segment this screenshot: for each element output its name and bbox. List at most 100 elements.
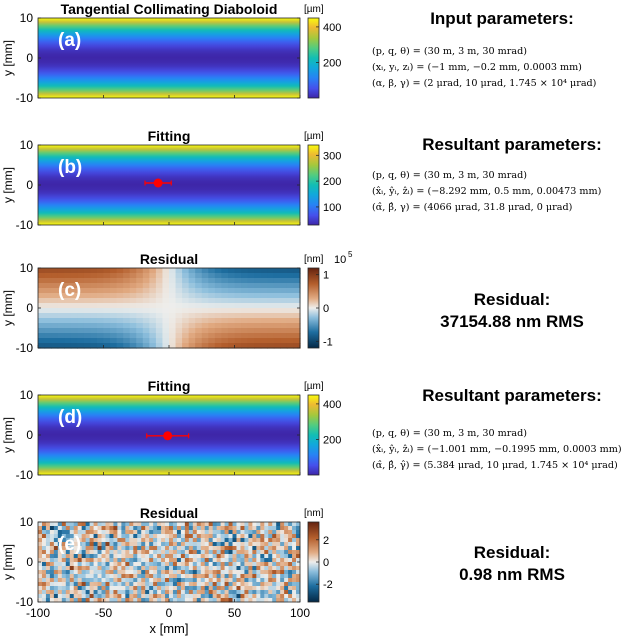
heatmap-cell [121,582,126,587]
heatmap-cell [129,303,137,309]
heatmap-cell [169,273,177,279]
heatmap-cell [105,542,110,547]
heatmap-cell [44,293,52,299]
heatmap-cell [224,542,229,547]
input-param-line: (xᵢ, yᵢ, zᵢ) = (−1 mm, −0.2 mm, 0.0003 m… [372,62,582,73]
heatmap-cell [136,303,144,309]
heatmap-cell [272,530,277,535]
heatmap-cell [65,566,71,571]
heatmap-cell [133,570,138,575]
heatmap-cell [180,574,186,579]
heatmap-cell [57,283,65,289]
heatmap-cell [45,582,51,587]
heatmap-cell [192,594,198,599]
heatmap-cell [41,586,47,591]
heatmap-cell [208,522,214,527]
heatmap-cell [38,574,43,579]
heatmap-cell [260,328,268,334]
y-tick-label: -10 [16,341,34,355]
heatmap-cell [129,570,134,575]
heatmap-cell [145,566,150,571]
heatmap-cell [180,526,186,531]
heatmap-cell [232,546,237,551]
heatmap-cell [162,293,170,299]
heatmap-cell [162,268,170,274]
heatmap-cell [96,273,105,279]
heatmap-cell [117,538,122,543]
panel-label: (d) [58,407,82,428]
heatmap-cell [248,538,253,543]
heatmap-cell [201,323,209,329]
heatmap-cell [228,586,233,591]
heatmap-cell [153,590,158,595]
heatmap-cell [123,283,131,289]
heatmap-cell [221,313,229,319]
heatmap-cell [232,550,237,555]
heatmap-cell [201,343,209,349]
heatmap-cell [240,570,245,575]
heatmap-cell [260,333,268,339]
heatmap-cell [77,323,85,329]
heatmap-cell [172,562,178,567]
heatmap-cell [236,530,241,535]
heatmap-cell [195,303,203,309]
heatmap-cell [286,283,295,289]
heatmap-cell [176,562,182,567]
heatmap-cell [293,328,301,334]
heatmap-cell [77,288,85,294]
heatmap-cell [248,522,253,527]
heatmap-cell [204,562,210,567]
heatmap-cell [208,562,214,567]
heatmap-cell [276,550,281,555]
heatmap-cell [96,268,105,274]
heatmap-cell [172,574,178,579]
heatmap-cell [125,546,130,551]
heatmap-cell [224,590,229,595]
heatmap-cell [116,333,124,339]
heatmap-cell [268,522,273,527]
heatmap-cell [228,566,233,571]
heatmap-cell [192,574,198,579]
heatmap-cell [136,288,144,294]
heatmap-cell [244,562,249,567]
heatmap-cell [280,526,285,531]
heatmap-cell [162,333,170,339]
heatmap-cell [228,582,233,587]
heatmap-cell [192,546,198,551]
colorbar-exponent-power: 5 [348,250,353,259]
heatmap-cell [49,538,55,543]
heatmap-cell [204,590,210,595]
heatmap-cell [38,278,46,284]
heatmap-cell [64,328,72,334]
heatmap-cell [254,313,262,319]
y-tick-label: -10 [16,218,34,232]
heatmap-cell [248,554,253,559]
heatmap-cell [221,298,229,304]
heatmap-cell [212,578,218,583]
heatmap-cell [83,288,91,294]
heatmap-cell [85,562,91,567]
heatmap-cell [169,566,174,571]
heatmap-cell [77,594,83,599]
heatmap-cell [73,522,79,527]
heatmap-cell [252,558,257,563]
heatmap-cell [176,570,182,575]
heatmap-cell [121,574,126,579]
heatmap-cell [208,566,214,571]
heatmap-cell [105,566,110,571]
heatmap-cell [180,550,186,555]
heatmap-cell [201,328,209,334]
heatmap-cell [254,293,262,299]
heatmap-cell [161,530,166,535]
heatmap-cell [272,534,277,539]
heatmap-cell [85,566,91,571]
heatmap-cell [133,566,138,571]
heatmap-cell [248,534,253,539]
heatmap-cell [137,538,142,543]
heatmap-cell [157,566,162,571]
heatmap-cell [38,318,46,324]
heatmap-cell [61,546,67,551]
heatmap-cell [264,570,269,575]
heatmap-cell [89,530,94,535]
